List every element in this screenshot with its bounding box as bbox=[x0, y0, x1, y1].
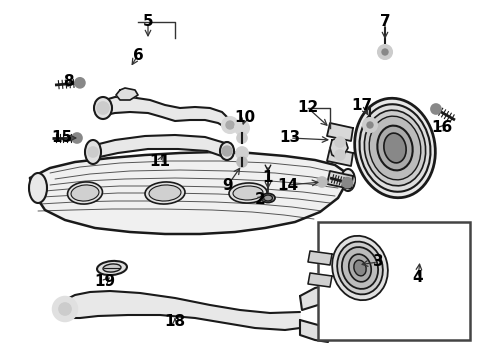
Text: 18: 18 bbox=[165, 315, 186, 329]
Polygon shape bbox=[300, 320, 330, 342]
Circle shape bbox=[53, 297, 77, 321]
Circle shape bbox=[237, 157, 247, 167]
Polygon shape bbox=[327, 148, 353, 166]
Circle shape bbox=[235, 121, 249, 135]
Text: 10: 10 bbox=[234, 111, 256, 126]
Ellipse shape bbox=[220, 142, 234, 160]
Circle shape bbox=[236, 147, 248, 159]
Ellipse shape bbox=[94, 97, 112, 119]
Circle shape bbox=[367, 122, 373, 128]
Ellipse shape bbox=[149, 185, 181, 201]
Circle shape bbox=[335, 150, 345, 160]
Text: 3: 3 bbox=[373, 255, 383, 270]
Ellipse shape bbox=[261, 194, 275, 202]
Text: 11: 11 bbox=[149, 154, 171, 170]
Text: 1: 1 bbox=[263, 171, 273, 185]
Text: 2: 2 bbox=[255, 193, 266, 207]
Polygon shape bbox=[65, 291, 300, 330]
Circle shape bbox=[382, 49, 388, 55]
Circle shape bbox=[75, 78, 85, 88]
Ellipse shape bbox=[85, 140, 101, 164]
Circle shape bbox=[72, 133, 82, 143]
Text: 8: 8 bbox=[63, 75, 74, 90]
Ellipse shape bbox=[332, 236, 388, 300]
Ellipse shape bbox=[360, 104, 431, 192]
Text: 19: 19 bbox=[95, 274, 116, 289]
Circle shape bbox=[226, 121, 234, 129]
Text: 5: 5 bbox=[143, 14, 153, 30]
Circle shape bbox=[335, 137, 345, 147]
Ellipse shape bbox=[264, 195, 272, 201]
Ellipse shape bbox=[342, 247, 378, 289]
Ellipse shape bbox=[233, 186, 263, 200]
Ellipse shape bbox=[29, 173, 47, 203]
Ellipse shape bbox=[354, 260, 366, 276]
Ellipse shape bbox=[229, 183, 267, 203]
Circle shape bbox=[343, 177, 352, 188]
Text: 13: 13 bbox=[279, 130, 300, 145]
Ellipse shape bbox=[97, 261, 127, 275]
Text: 7: 7 bbox=[380, 14, 391, 30]
Circle shape bbox=[237, 133, 247, 143]
Circle shape bbox=[317, 177, 327, 187]
Circle shape bbox=[222, 146, 232, 156]
Polygon shape bbox=[308, 273, 332, 287]
Ellipse shape bbox=[71, 185, 99, 201]
Bar bbox=[318, 222, 470, 340]
Circle shape bbox=[378, 45, 392, 59]
Circle shape bbox=[59, 303, 71, 315]
Polygon shape bbox=[308, 251, 332, 265]
Polygon shape bbox=[95, 135, 227, 158]
Circle shape bbox=[422, 235, 433, 245]
Circle shape bbox=[88, 147, 98, 157]
Polygon shape bbox=[105, 97, 230, 130]
Circle shape bbox=[431, 104, 441, 114]
Ellipse shape bbox=[68, 182, 102, 204]
Text: 17: 17 bbox=[351, 98, 372, 112]
Circle shape bbox=[363, 118, 377, 132]
Text: 4: 4 bbox=[413, 270, 423, 285]
Ellipse shape bbox=[365, 110, 426, 186]
Polygon shape bbox=[327, 171, 353, 189]
Ellipse shape bbox=[384, 133, 406, 163]
Text: 6: 6 bbox=[133, 48, 144, 63]
Polygon shape bbox=[330, 138, 348, 158]
Polygon shape bbox=[300, 285, 330, 310]
Polygon shape bbox=[327, 123, 353, 141]
Ellipse shape bbox=[145, 182, 185, 204]
Text: 12: 12 bbox=[297, 100, 318, 116]
Ellipse shape bbox=[341, 169, 355, 191]
Circle shape bbox=[342, 174, 354, 186]
Circle shape bbox=[222, 117, 238, 133]
Text: 14: 14 bbox=[277, 177, 298, 193]
Polygon shape bbox=[116, 88, 138, 100]
Ellipse shape bbox=[369, 116, 421, 180]
Ellipse shape bbox=[355, 98, 435, 198]
Text: 15: 15 bbox=[51, 130, 73, 145]
Ellipse shape bbox=[337, 242, 383, 294]
Ellipse shape bbox=[349, 254, 371, 282]
Text: 16: 16 bbox=[431, 121, 453, 135]
Polygon shape bbox=[30, 152, 348, 234]
Circle shape bbox=[97, 102, 109, 114]
Text: 9: 9 bbox=[222, 177, 233, 193]
Ellipse shape bbox=[103, 264, 121, 272]
Ellipse shape bbox=[377, 126, 413, 170]
